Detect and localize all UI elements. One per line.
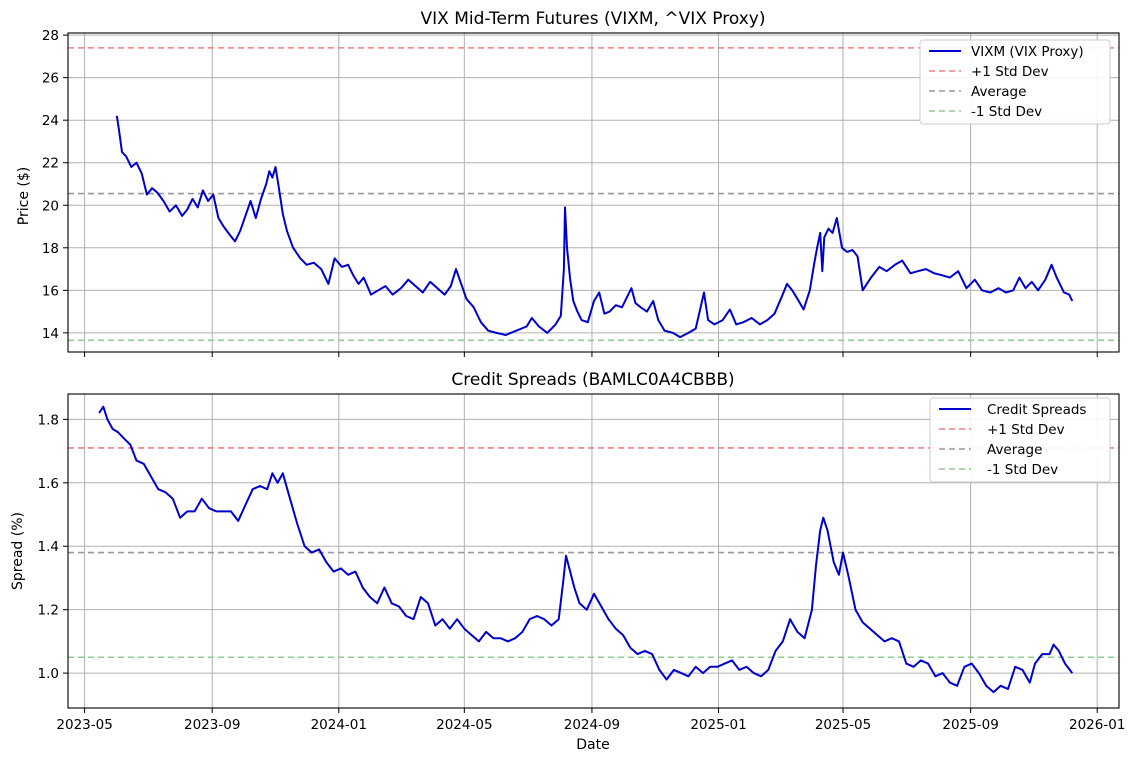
credit-legend-minus1sd: -1 Std Dev — [987, 462, 1058, 478]
vixm-legend-series: VIXM (VIX Proxy) — [971, 44, 1084, 60]
credit-series-line — [98, 405, 1074, 694]
credit-x-tick-label: 2026-01 — [1069, 717, 1125, 733]
credit-legend-average: Average — [987, 442, 1042, 458]
credit-x-tick-label: 2024-09 — [564, 717, 620, 733]
credit-y-tick-label: 1.0 — [38, 666, 59, 682]
credit-x-tick-label: 2023-09 — [184, 717, 240, 733]
vixm-y-axis-label: Price ($) — [16, 167, 32, 225]
vixm-y-tick-label: 14 — [42, 326, 59, 342]
vixm-legend-average: Average — [971, 84, 1026, 100]
vixm-y-tick-label: 24 — [42, 113, 59, 129]
credit-spreads-chart: Credit Spreads (BAMLC0A4CBBB) Spread (%)… — [10, 370, 1125, 753]
credit-x-tick-label: 2025-01 — [690, 717, 746, 733]
vixm-y-tick-label: 26 — [42, 71, 59, 87]
credit-y-tick-label: 1.2 — [38, 603, 59, 619]
credit-x-tick-label: 2025-09 — [942, 717, 998, 733]
credit-x-tick-label: 2025-05 — [815, 717, 871, 733]
vixm-axes-frame — [67, 32, 1120, 353]
vixm-y-tick-label: 22 — [42, 156, 59, 172]
credit-x-tick-label: 2024-05 — [436, 717, 492, 733]
credit-y-tick-label: 1.4 — [38, 539, 59, 555]
credit-legend-series: Credit Spreads — [987, 402, 1086, 418]
vixm-chart-title: VIX Mid-Term Futures (VIXM, ^VIX Proxy) — [421, 9, 766, 29]
vixm-y-tick-label: 18 — [42, 241, 59, 257]
credit-legend-plus1sd: +1 Std Dev — [987, 422, 1065, 438]
vixm-series-line — [115, 115, 1074, 339]
credit-legend: Credit Spreads +1 Std Dev Average -1 Std… — [929, 397, 1111, 483]
vixm-y-tick-label: 28 — [42, 28, 59, 44]
vixm-y-tick-label: 20 — [42, 198, 59, 214]
credit-x-axis-label: Date — [576, 737, 609, 753]
vixm-chart: VIX Mid-Term Futures (VIXM, ^VIX Proxy) … — [16, 9, 1120, 357]
credit-chart-title: Credit Spreads (BAMLC0A4CBBB) — [451, 370, 734, 390]
credit-axes-frame — [67, 393, 1120, 709]
credit-y-axis-label: Spread (%) — [10, 512, 26, 590]
credit-x-tick-label: 2023-05 — [56, 717, 112, 733]
vixm-y-tick-label: 16 — [42, 283, 59, 299]
vixm-ticks: 14 16 18 20 22 24 26 28 — [42, 28, 1098, 357]
credit-x-tick-label: 2024-01 — [311, 717, 367, 733]
credit-y-tick-label: 1.8 — [38, 412, 59, 428]
vixm-legend-minus1sd: -1 Std Dev — [971, 104, 1042, 120]
vixm-legend: VIXM (VIX Proxy) +1 Std Dev Average -1 S… — [919, 39, 1111, 125]
vixm-legend-plus1sd: +1 Std Dev — [971, 64, 1049, 80]
credit-ticks: 2023-05 2023-09 2024-01 2024-05 2024-09 2025-… — [38, 412, 1126, 733]
credit-y-tick-label: 1.6 — [38, 476, 59, 492]
